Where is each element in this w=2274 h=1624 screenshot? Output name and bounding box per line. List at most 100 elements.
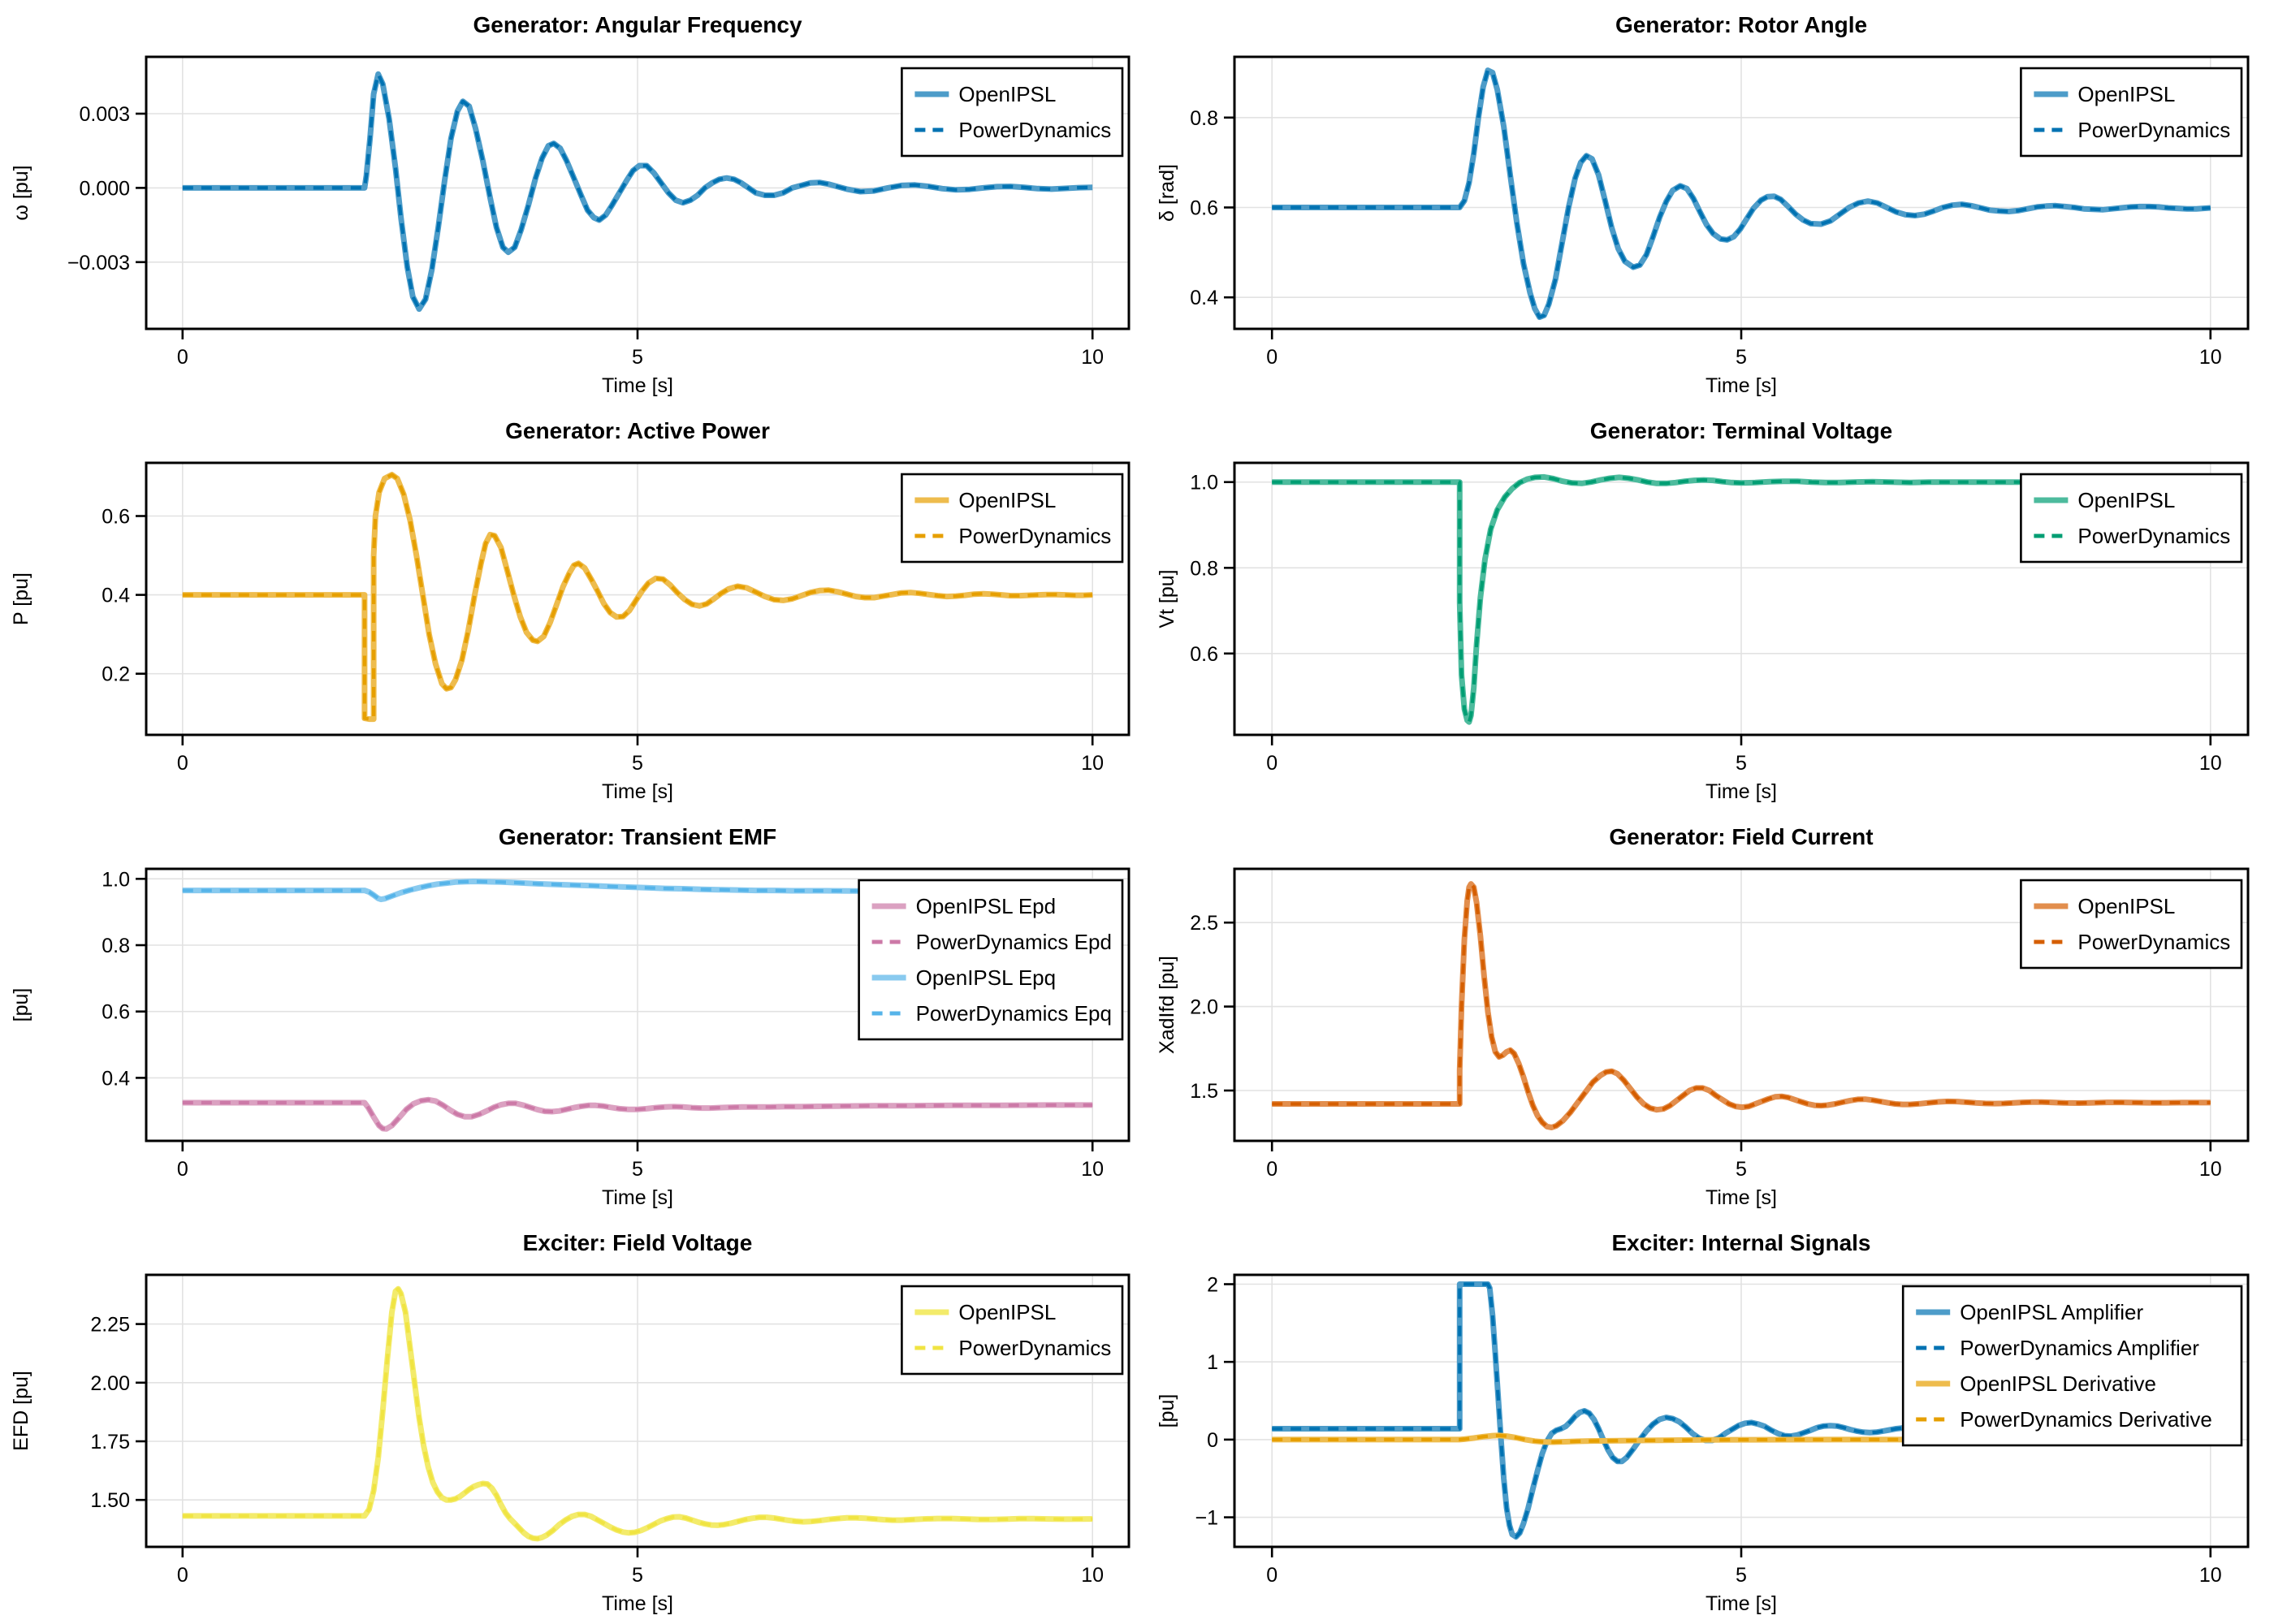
plot-title: Generator: Rotor Angle <box>1615 12 1867 37</box>
x-axis-label: Time [s] <box>602 1186 673 1209</box>
plot-area <box>182 472 1093 723</box>
legend-label: PowerDynamics Derivative <box>1960 1407 2212 1432</box>
curve-powerdynamics-amplifier <box>1272 1282 2211 1539</box>
x-tick-label: 0 <box>177 346 188 369</box>
plot-title: Generator: Active Power <box>505 418 770 443</box>
x-tick-label: 10 <box>2199 752 2222 775</box>
y-tick-label: 0.6 <box>102 1001 130 1024</box>
legend: OpenIPSL Epd PowerDynamics Epd OpenIPSL Ep… <box>858 879 1124 1041</box>
y-tick-label: −0.003 <box>67 252 130 274</box>
y-tick-label: −1 <box>1195 1507 1218 1530</box>
plot-area <box>1272 881 2211 1130</box>
y-tick-label: 1.5 <box>1190 1080 1218 1103</box>
legend-label: OpenIPSL <box>2077 894 2175 918</box>
y-axis-label: EFD [pu] <box>10 1371 32 1451</box>
plot-title: Generator: Field Current <box>1609 824 1873 849</box>
y-tick-label: 0.8 <box>102 935 130 957</box>
y-tick-label: 1.50 <box>90 1489 130 1512</box>
y-tick-label: 0.000 <box>79 177 130 200</box>
x-tick-label: 0 <box>177 1158 188 1181</box>
y-tick-label: 0.003 <box>79 103 130 126</box>
plot-title: Exciter: Field Voltage <box>523 1230 753 1255</box>
legend-box <box>2020 879 2243 970</box>
y-axis-label: [pu] <box>10 988 32 1022</box>
legend: OpenIPSL PowerDynamics <box>901 67 1124 158</box>
legend: OpenIPSL PowerDynamics <box>2020 67 2243 158</box>
y-tick-label: 0.4 <box>1190 287 1218 309</box>
y-tick-label: 0.6 <box>1190 197 1218 220</box>
plot-area <box>1272 473 2211 725</box>
legend-label: PowerDynamics Epd <box>916 930 1112 954</box>
panel-generator-active-power: 0 5 10 0.2 0.4 0.6 Generator: Active Power Time… <box>0 406 1137 812</box>
plot-area <box>182 71 1093 313</box>
y-tick-label: 2.5 <box>1190 912 1218 935</box>
legend-label: PowerDynamics Amplifier <box>1960 1336 2199 1360</box>
x-axis-label: Time [s] <box>602 374 673 397</box>
curve-powerdynamics-EFD <box>182 1287 1093 1540</box>
x-tick-label: 5 <box>632 752 643 775</box>
legend: OpenIPSL PowerDynamics <box>2020 473 2243 564</box>
legend: OpenIPSL PowerDynamics <box>2020 879 2243 970</box>
x-tick-label: 5 <box>632 1564 643 1587</box>
x-tick-label: 10 <box>1081 346 1104 369</box>
panel-generator-transient-emf: 0 5 10 0.4 0.6 0.8 1.0 Generator: Transient EMF… <box>0 812 1137 1218</box>
y-tick-label: 2.00 <box>90 1372 130 1395</box>
y-axis-label: Vt [pu] <box>1156 569 1178 628</box>
legend-label: OpenIPSL Epd <box>916 894 1057 918</box>
chart-generator-angular-frequency: 0 5 10 −0.003 0.000 0.003 Generator: Angular F… <box>10 12 1131 397</box>
y-tick-label: 2 <box>1207 1274 1218 1297</box>
legend-label: OpenIPSL Amplifier <box>1960 1300 2143 1324</box>
legend-label: PowerDynamics Epq <box>916 1001 1112 1026</box>
x-axis-label: Time [s] <box>1706 1592 1777 1615</box>
y-tick-label: 0.8 <box>1190 557 1218 580</box>
legend-label: PowerDynamics <box>958 524 1111 548</box>
panel-generator-rotor-angle: 0 5 10 0.4 0.6 0.8 Generator: Rotor Angle Time … <box>1137 0 2274 406</box>
y-axis-label: P [pu] <box>10 572 32 625</box>
legend: OpenIPSL PowerDynamics <box>901 1285 1124 1376</box>
legend-box <box>2020 473 2243 564</box>
x-tick-label: 5 <box>1736 752 1747 775</box>
plot-title: Exciter: Internal Signals <box>1612 1230 1871 1255</box>
x-tick-label: 10 <box>1081 1158 1104 1181</box>
curve-powerdynamics-Vt <box>1272 475 2211 724</box>
y-tick-label: 2.0 <box>1190 996 1218 1019</box>
plot-title: Generator: Transient EMF <box>499 824 776 849</box>
x-axis-label: Time [s] <box>602 780 673 803</box>
chart-generator-active-power: 0 5 10 0.2 0.4 0.6 Generator: Active Power Time… <box>10 418 1131 803</box>
y-tick-label: 1.0 <box>1190 472 1218 495</box>
x-tick-label: 5 <box>1736 346 1747 369</box>
x-axis-label: Time [s] <box>602 1592 673 1615</box>
legend-label: OpenIPSL <box>958 82 1056 106</box>
legend-label: OpenIPSL Epq <box>916 965 1057 990</box>
x-tick-label: 0 <box>177 752 188 775</box>
curve-powerdynamics-XadIfd <box>1272 882 2211 1129</box>
y-tick-label: 1 <box>1207 1351 1218 1374</box>
y-tick-label: 0.4 <box>102 585 130 607</box>
legend-box <box>901 1285 1124 1376</box>
legend: OpenIPSL PowerDynamics <box>901 473 1124 564</box>
plot-area <box>1272 67 2211 321</box>
curve-openipsl-delta <box>1272 67 2211 321</box>
curve-powerdynamics-derivative <box>1272 1433 2211 1445</box>
legend: OpenIPSL Amplifier PowerDynamics Amplifie… <box>1901 1285 2243 1447</box>
x-tick-label: 0 <box>1266 346 1278 369</box>
plot-title: Generator: Terminal Voltage <box>1590 418 1892 443</box>
y-tick-label: 0.4 <box>102 1067 130 1090</box>
x-axis-label: Time [s] <box>1706 1186 1777 1209</box>
legend-box <box>901 473 1124 564</box>
x-tick-label: 10 <box>1081 752 1104 775</box>
legend-label: OpenIPSL <box>958 488 1056 512</box>
legend-label: PowerDynamics <box>958 118 1111 142</box>
x-axis-label: Time [s] <box>1706 780 1777 803</box>
x-tick-label: 0 <box>177 1564 188 1587</box>
y-axis-label: δ [rad] <box>1156 164 1178 222</box>
legend-label: OpenIPSL Derivative <box>1960 1371 2156 1396</box>
y-tick-label: 0.2 <box>102 663 130 686</box>
chart-generator-terminal-voltage: 0 5 10 0.6 0.8 1.0 Generator: Terminal Voltage… <box>1156 418 2250 803</box>
y-tick-label: 0.6 <box>1190 643 1218 666</box>
legend-box <box>901 67 1124 158</box>
y-tick-label: 0.6 <box>102 506 130 529</box>
chart-generator-transient-emf: 0 5 10 0.4 0.6 0.8 1.0 Generator: Transient EMF… <box>10 824 1131 1209</box>
legend-label: PowerDynamics <box>2077 524 2230 548</box>
